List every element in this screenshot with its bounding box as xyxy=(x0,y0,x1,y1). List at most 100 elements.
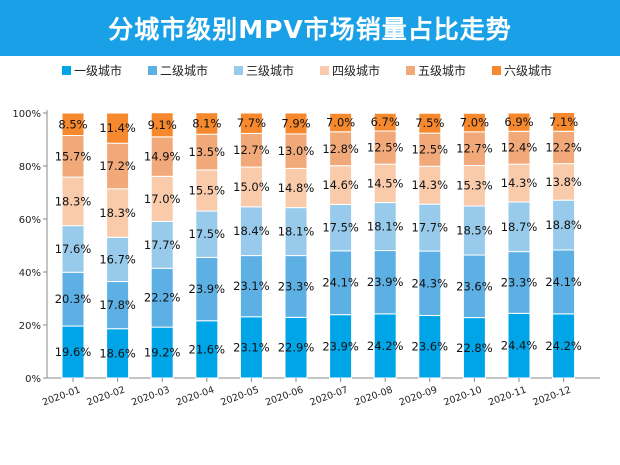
data-label: 13.5% xyxy=(189,145,226,159)
legend-swatch xyxy=(62,66,71,75)
y-tick-label: 100% xyxy=(12,109,41,120)
data-label: 23.3% xyxy=(501,275,538,289)
data-label: 9.1% xyxy=(148,118,177,132)
legend-label: 二级城市 xyxy=(160,64,209,78)
bar-segment xyxy=(373,112,397,132)
x-tick-label: 2020-03 xyxy=(130,384,171,408)
chart-title: 分城市级别MPV市场销量占比走势 xyxy=(108,15,512,44)
data-label: 17.7% xyxy=(144,238,181,252)
legend-item: 四级城市 xyxy=(320,62,406,79)
data-label: 11.4% xyxy=(99,121,136,135)
data-label: 15.5% xyxy=(189,184,226,198)
legend-label: 四级城市 xyxy=(332,64,381,78)
x-tick-label: 2020-02 xyxy=(86,384,127,408)
data-label: 12.8% xyxy=(322,142,359,156)
data-label: 18.4% xyxy=(233,224,270,238)
data-label: 22.2% xyxy=(144,291,181,305)
data-label: 17.5% xyxy=(322,221,359,235)
bar-segment xyxy=(329,112,353,133)
data-label: 7.5% xyxy=(415,116,444,130)
legend-label: 六级城市 xyxy=(504,64,553,78)
data-label: 24.3% xyxy=(412,276,449,290)
data-label: 13.0% xyxy=(278,144,315,158)
data-label: 17.2% xyxy=(99,159,136,173)
data-label: 23.3% xyxy=(278,279,315,293)
y-tick-label: 80% xyxy=(19,162,41,173)
legend: 一级城市 二级城市 三级城市 四级城市 五级城市 六级城市 xyxy=(62,62,578,79)
bar-segment xyxy=(418,112,442,134)
data-label: 18.3% xyxy=(55,194,92,208)
y-tick-label: 40% xyxy=(19,268,41,279)
data-label: 15.3% xyxy=(456,179,493,193)
data-label: 12.5% xyxy=(412,143,449,157)
data-label: 14.6% xyxy=(322,178,359,192)
legend-item: 五级城市 xyxy=(406,62,492,79)
data-label: 23.1% xyxy=(233,340,270,354)
x-tick-label: 2020-06 xyxy=(264,384,305,408)
data-label: 21.6% xyxy=(189,342,226,356)
data-label: 23.9% xyxy=(322,339,359,353)
data-label: 7.1% xyxy=(549,115,578,129)
legend-swatch xyxy=(148,66,157,75)
data-label: 23.6% xyxy=(456,279,493,293)
data-label: 22.8% xyxy=(456,341,493,355)
data-label: 18.1% xyxy=(367,220,404,234)
data-label: 17.5% xyxy=(189,227,226,241)
y-tick-label: 60% xyxy=(19,215,41,226)
data-label: 12.7% xyxy=(233,143,270,157)
data-label: 12.4% xyxy=(501,141,538,155)
data-label: 18.5% xyxy=(456,224,493,238)
legend-item: 一级城市 xyxy=(62,62,148,79)
bar-segment xyxy=(507,112,531,132)
data-label: 23.1% xyxy=(233,279,270,293)
data-label: 24.1% xyxy=(322,276,359,290)
data-label: 6.7% xyxy=(371,115,400,129)
legend-swatch xyxy=(492,66,501,75)
x-tick-label: 2020-12 xyxy=(532,384,573,408)
data-label: 23.9% xyxy=(367,275,404,289)
data-label: 14.9% xyxy=(144,150,181,164)
data-label: 24.2% xyxy=(367,339,404,353)
data-label: 12.2% xyxy=(545,140,582,154)
bar-segment xyxy=(239,112,263,134)
legend-label: 五级城市 xyxy=(418,64,467,78)
data-label: 7.0% xyxy=(460,116,489,130)
data-label: 8.1% xyxy=(192,116,221,130)
data-label: 6.9% xyxy=(504,115,533,129)
data-label: 14.3% xyxy=(412,178,449,192)
x-tick-label: 2020-11 xyxy=(487,384,528,408)
legend-label: 三级城市 xyxy=(246,64,295,78)
title-banner: 分城市级别MPV市场销量占比走势 xyxy=(0,0,620,56)
data-label: 18.7% xyxy=(501,220,538,234)
data-label: 23.6% xyxy=(412,340,449,354)
x-tick-label: 2020-07 xyxy=(309,384,350,408)
data-label: 18.3% xyxy=(99,206,136,220)
data-label: 16.7% xyxy=(99,252,136,266)
data-label: 18.8% xyxy=(545,218,582,232)
data-label: 14.8% xyxy=(278,181,315,195)
bar-segment xyxy=(195,112,219,135)
bar-segment xyxy=(150,112,174,138)
data-label: 14.3% xyxy=(501,176,538,190)
legend-item: 六级城市 xyxy=(492,62,578,79)
data-label: 7.7% xyxy=(237,116,266,130)
data-label: 17.6% xyxy=(55,242,92,256)
bar-segment xyxy=(552,111,576,132)
data-label: 8.5% xyxy=(58,117,87,131)
data-label: 22.9% xyxy=(278,341,315,355)
bar-segment xyxy=(462,112,486,133)
data-label: 24.4% xyxy=(501,339,538,353)
data-label: 19.2% xyxy=(144,346,181,360)
data-label: 15.7% xyxy=(55,149,92,163)
legend-swatch xyxy=(406,66,415,75)
data-label: 17.7% xyxy=(412,221,449,235)
data-label: 19.6% xyxy=(55,345,92,359)
legend-label: 一级城市 xyxy=(74,64,123,78)
data-label: 12.7% xyxy=(456,142,493,156)
data-label: 18.6% xyxy=(99,346,136,360)
x-tick-label: 2020-05 xyxy=(219,384,260,408)
x-tick-label: 2020-10 xyxy=(442,384,483,408)
x-tick-label: 2020-04 xyxy=(175,384,216,408)
data-label: 14.5% xyxy=(367,176,404,190)
